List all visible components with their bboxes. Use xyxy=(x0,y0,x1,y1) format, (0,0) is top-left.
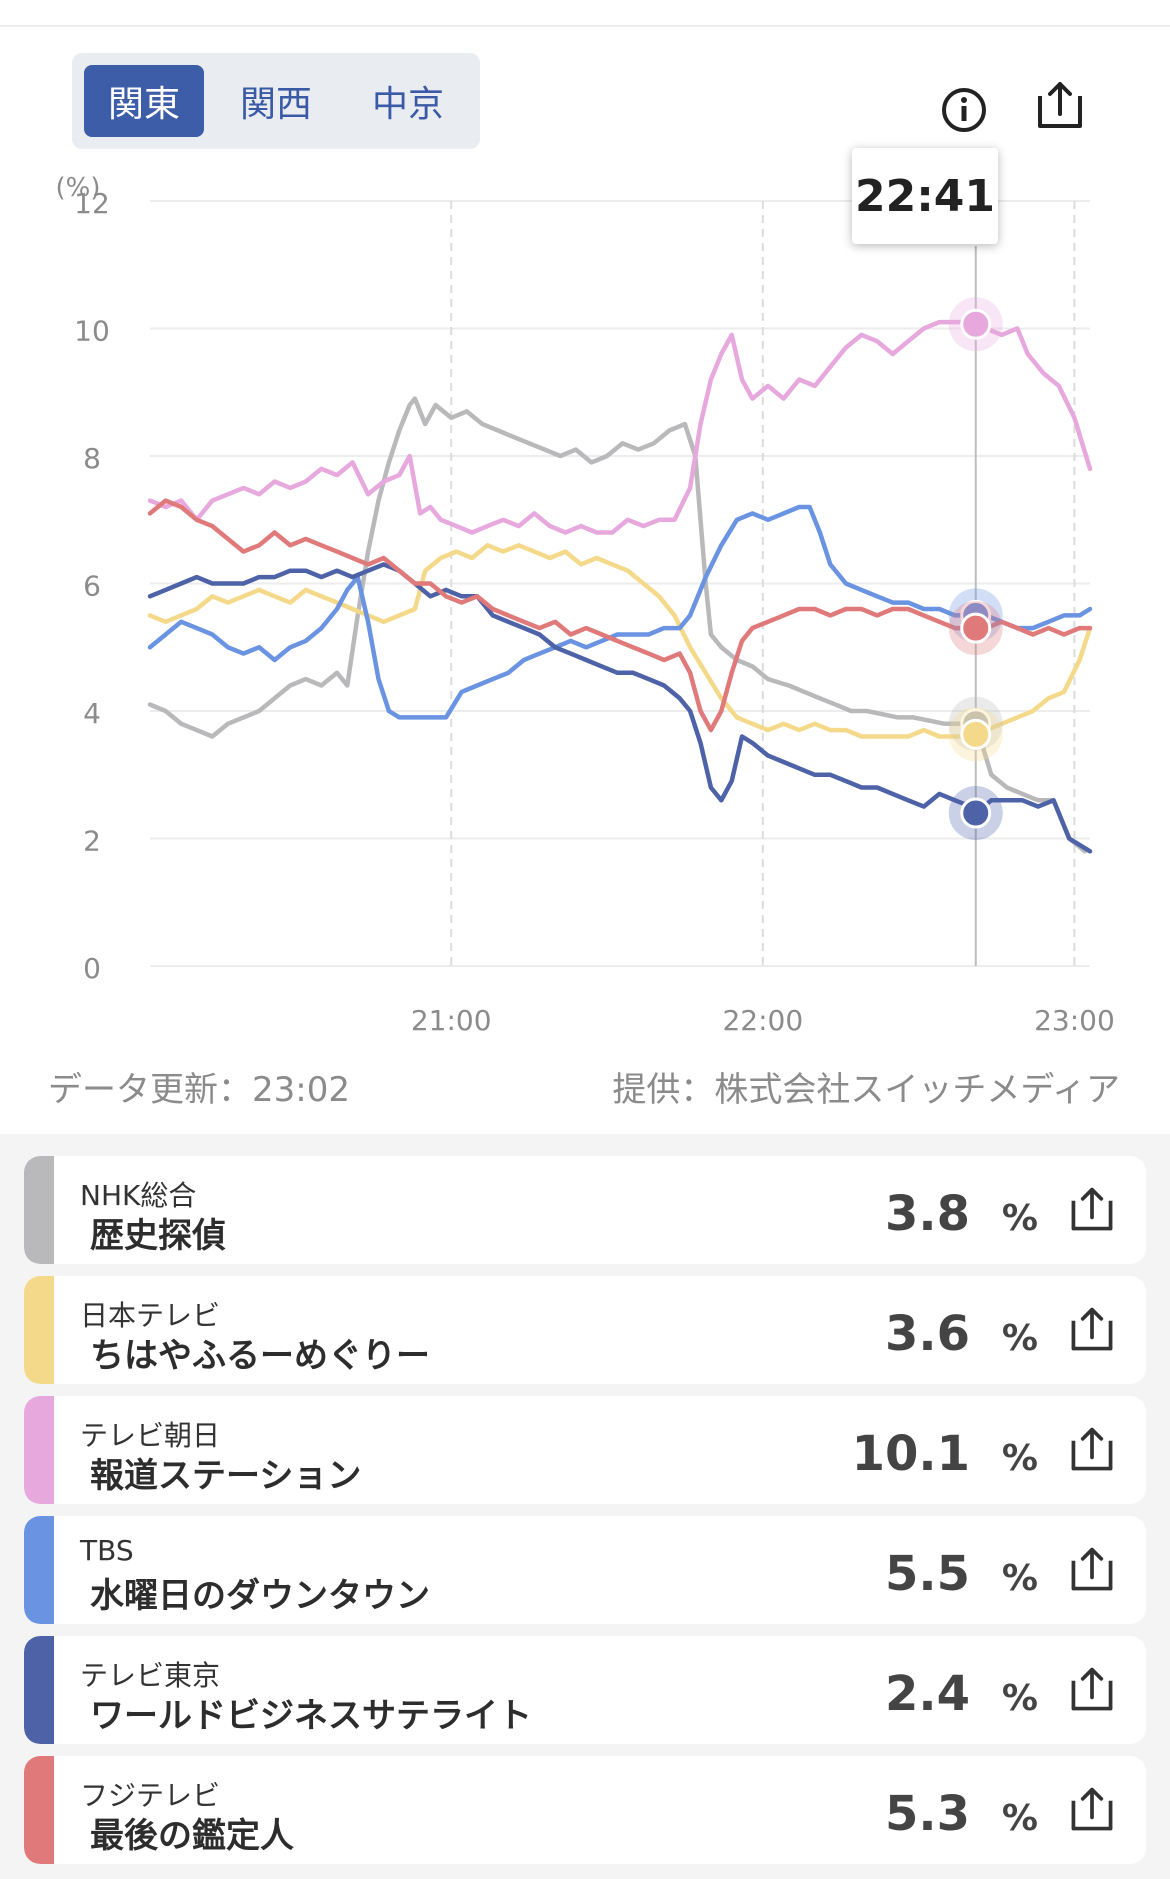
y-tick-label: 2 xyxy=(83,825,101,858)
rating-value: 3.8 xyxy=(884,1186,970,1242)
y-tick-label: 10 xyxy=(74,315,110,348)
rating-unit: % xyxy=(1001,1198,1038,1239)
program-title: 最後の鑑定人 xyxy=(90,1816,294,1856)
cursor-marker-2 xyxy=(960,308,992,340)
program-title: 報道ステーション xyxy=(90,1456,362,1496)
share-icon[interactable] xyxy=(1066,1664,1118,1716)
channel-color-bar xyxy=(24,1276,54,1384)
program-card-ntv[interactable]: 日本テレビ ちはやふるーめぐりー 3.6 % xyxy=(24,1276,1146,1384)
channel-name: TBS xyxy=(80,1534,134,1567)
region-tabs: 関東 関西 中京 xyxy=(72,53,480,149)
x-tick-label: 21:00 xyxy=(411,1004,492,1037)
share-icon[interactable] xyxy=(1066,1184,1118,1236)
rating-unit: % xyxy=(1001,1798,1038,1839)
rating-value: 5.5 xyxy=(884,1546,970,1602)
share-icon[interactable] xyxy=(1066,1784,1118,1836)
share-icon[interactable] xyxy=(1032,78,1088,134)
program-title: ちはやふるーめぐりー xyxy=(90,1336,430,1376)
tab-kansai[interactable]: 関西 xyxy=(239,84,312,125)
info-icon[interactable] xyxy=(936,82,992,138)
program-title: 歴史探偵 xyxy=(90,1216,226,1256)
data-updated-text: データ更新：23:02 xyxy=(48,1070,350,1110)
share-icon[interactable] xyxy=(1066,1304,1118,1356)
share-icon[interactable] xyxy=(1066,1424,1118,1476)
x-tick-label: 23:00 xyxy=(1034,1004,1115,1037)
rating-unit: % xyxy=(1001,1318,1038,1359)
y-tick-label: 12 xyxy=(74,187,110,220)
program-card-tv-asahi[interactable]: テレビ朝日 報道ステーション 10.1 % xyxy=(24,1396,1146,1504)
series-line-5 xyxy=(147,498,1093,733)
data-provider-text: 提供：株式会社スイッチメディア xyxy=(612,1070,1120,1110)
y-tick-label: 8 xyxy=(83,442,101,475)
rating-value: 2.4 xyxy=(884,1666,970,1722)
y-axis-label: (%) xyxy=(56,173,101,203)
channel-name: 日本テレビ xyxy=(80,1299,221,1332)
series-line-3 xyxy=(147,504,1093,720)
program-title: 水曜日のダウンタウン xyxy=(90,1576,430,1616)
x-tick-label: 22:00 xyxy=(722,1004,803,1037)
program-list: NHK総合 歴史探偵 3.8 % 日本テレビ ちはやふるーめぐりー 3.6 % … xyxy=(0,1134,1170,1879)
channel-name: テレビ東京 xyxy=(80,1659,221,1692)
rating-chart: 0 2 4 6 8 10 12(%) 21:00 22:00 23:00 xyxy=(56,173,1115,1037)
program-card-tbs[interactable]: TBS 水曜日のダウンタウン 5.5 % xyxy=(24,1516,1146,1624)
y-tick-label: 6 xyxy=(83,570,101,603)
program-card-tv-tokyo[interactable]: テレビ東京 ワールドビジネスサテライト 2.4 % xyxy=(24,1636,1146,1744)
tab-kanto[interactable]: 関東 xyxy=(84,65,204,137)
channel-color-bar xyxy=(24,1396,54,1504)
rating-value: 10.1 xyxy=(851,1426,970,1482)
series-line-4 xyxy=(147,562,1093,854)
channel-name: フジテレビ xyxy=(80,1779,221,1812)
series-line-2 xyxy=(147,319,1093,535)
share-icon[interactable] xyxy=(1066,1544,1118,1596)
rating-value: 3.6 xyxy=(884,1306,970,1362)
channel-color-bar xyxy=(24,1156,54,1264)
top-divider xyxy=(0,25,1170,27)
series-line-0 xyxy=(147,396,1088,854)
channel-color-bar xyxy=(24,1636,54,1744)
channel-color-bar xyxy=(24,1516,54,1624)
series-line-1 xyxy=(147,543,1093,739)
rating-unit: % xyxy=(1001,1558,1038,1599)
program-title: ワールドビジネスサテライト xyxy=(90,1696,532,1736)
channel-name: テレビ朝日 xyxy=(80,1419,221,1452)
cursor-marker-4 xyxy=(960,797,992,829)
channel-color-bar xyxy=(24,1756,54,1864)
program-card-nhk[interactable]: NHK総合 歴史探偵 3.8 % xyxy=(24,1156,1146,1264)
cursor-marker-5 xyxy=(960,612,992,644)
y-tick-label: 0 xyxy=(83,952,101,985)
program-card-fuji[interactable]: フジテレビ 最後の鑑定人 5.3 % xyxy=(24,1756,1146,1864)
tab-chukyo[interactable]: 中京 xyxy=(371,84,444,125)
cursor-time-tooltip: 22:41 xyxy=(852,148,998,244)
channel-name: NHK総合 xyxy=(80,1179,197,1212)
y-tick-label: 4 xyxy=(83,697,101,730)
cursor-marker-1 xyxy=(960,718,992,750)
rating-value: 5.3 xyxy=(884,1786,970,1842)
rating-unit: % xyxy=(1001,1678,1038,1719)
rating-unit: % xyxy=(1001,1438,1038,1479)
